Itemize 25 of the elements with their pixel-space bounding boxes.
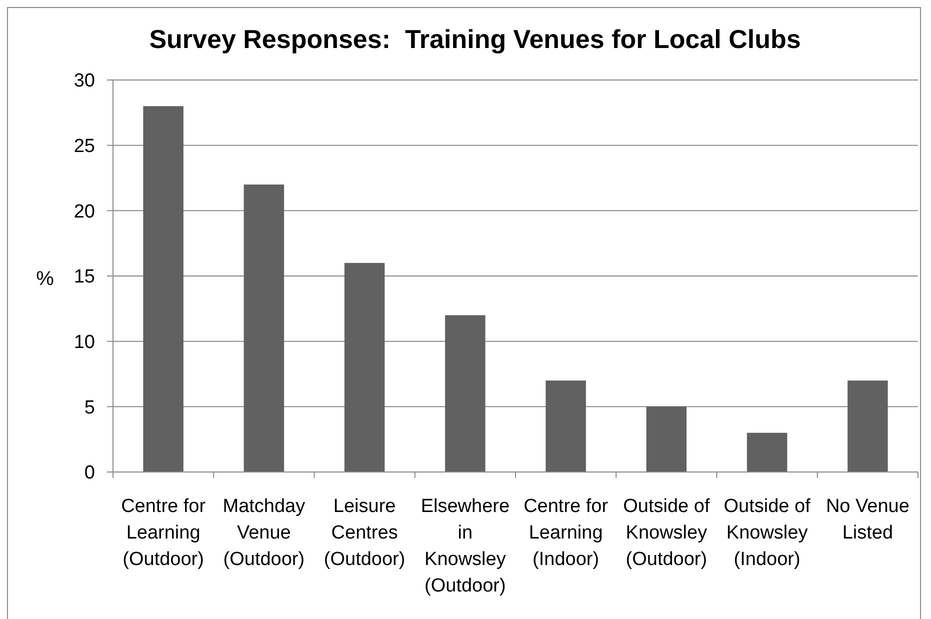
x-tick-label: Elsewhere in Knowsley (Outdoor) xyxy=(420,496,510,596)
y-tick-label: 20 xyxy=(74,201,95,222)
chart-title: Survey Responses: Training Venues for Local Clubs xyxy=(149,24,801,54)
bar xyxy=(746,432,788,472)
bar xyxy=(244,184,284,472)
x-tick-label: Centre for Learning (Indoor) xyxy=(524,496,609,570)
bar xyxy=(344,262,385,472)
y-tick-label: 10 xyxy=(74,332,95,353)
x-tick-label: Matchday Venue (Outdoor) xyxy=(222,496,306,570)
bar xyxy=(848,380,888,472)
bar xyxy=(143,106,184,472)
x-tick-label: No Venue Listed xyxy=(826,496,910,544)
y-axis-title: % xyxy=(36,268,54,290)
y-tick-label: 25 xyxy=(74,136,95,157)
bar xyxy=(546,380,586,472)
x-tick-label: Centre for Learning (Outdoor) xyxy=(121,496,206,570)
x-tick-label: Outside of Knowsley (Outdoor) xyxy=(623,496,710,570)
y-tick-label: 5 xyxy=(84,397,95,418)
y-tick-label: 15 xyxy=(74,266,95,288)
bar xyxy=(445,315,486,472)
bar xyxy=(646,406,687,472)
y-tick-label: 30 xyxy=(74,70,95,92)
x-tick-label: Leisure Centres (Outdoor) xyxy=(324,496,406,570)
x-tick-label: Outside of Knowsley (Indoor) xyxy=(724,496,812,570)
y-tick-label: 0 xyxy=(84,462,95,484)
